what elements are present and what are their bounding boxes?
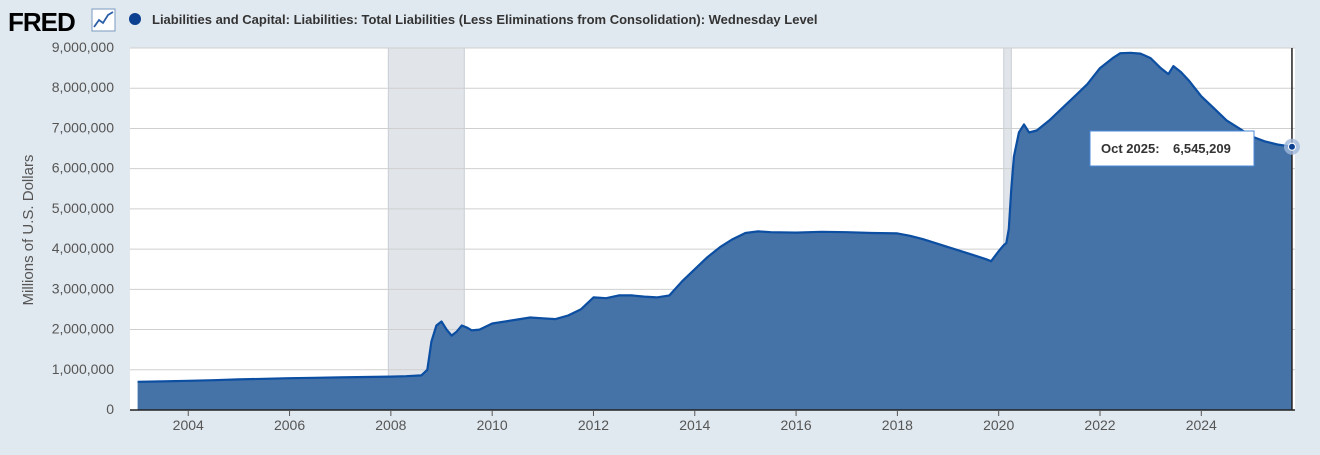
x-tick-label: 2010 (477, 417, 508, 433)
y-tick-label: 6,000,000 (52, 160, 114, 176)
y-tick-label: 0 (106, 401, 114, 417)
series-layer (137, 51, 1293, 411)
series-area-0 (137, 52, 1293, 411)
tooltip-date: Oct 2025: (1101, 141, 1160, 156)
x-tick-label: 2006 (274, 417, 305, 433)
y-tick-label: 2,000,000 (52, 321, 114, 337)
y-tick-label: 5,000,000 (52, 200, 114, 216)
trend-icon (91, 8, 116, 32)
y-tick-label: 8,000,000 (52, 79, 114, 95)
x-tick-label: 2014 (679, 417, 710, 433)
x-tick-label: 2020 (983, 417, 1014, 433)
x-tick-label: 2016 (780, 417, 811, 433)
y-tick-label: 3,000,000 (52, 280, 114, 296)
tooltip: Oct 2025: 6,545,209 (1089, 130, 1255, 167)
x-tick-labels: 2004 2006 2008 2010 2012 2014 2016 2018 2020 2022… (173, 410, 1217, 433)
x-tick-label: 2018 (882, 417, 913, 433)
x-tick-label: 2024 (1186, 417, 1217, 433)
series-title[interactable]: Liabilities and Capital: Liabilities: To… (152, 12, 818, 27)
x-tick-label: 2012 (578, 417, 609, 433)
y-axis-label: Millions of U.S. Dollars (20, 155, 37, 306)
x-tick-label: 2022 (1084, 417, 1115, 433)
tooltip-box (1089, 130, 1255, 167)
x-tick-label: 2004 (173, 417, 204, 433)
y-tick-label: 1,000,000 (52, 361, 114, 377)
axes (130, 48, 1295, 411)
hover-marker-point (1287, 142, 1296, 151)
y-tick-labels: 0 1,000,000 2,000,000 3,000,000 4,000,000 5,0… (52, 39, 115, 417)
y-tick-label: 9,000,000 (52, 39, 114, 55)
fred-logo[interactable]: FRED (8, 7, 76, 37)
hover-marker (1283, 138, 1300, 155)
x-tick-label: 2008 (375, 417, 406, 433)
series-legend-marker (129, 13, 141, 25)
series-line-0 (137, 51, 1293, 383)
y-tick-label: 4,000,000 (52, 240, 114, 256)
tooltip-value: 6,545,209 (1173, 141, 1231, 156)
y-tick-label: 7,000,000 (52, 119, 114, 135)
